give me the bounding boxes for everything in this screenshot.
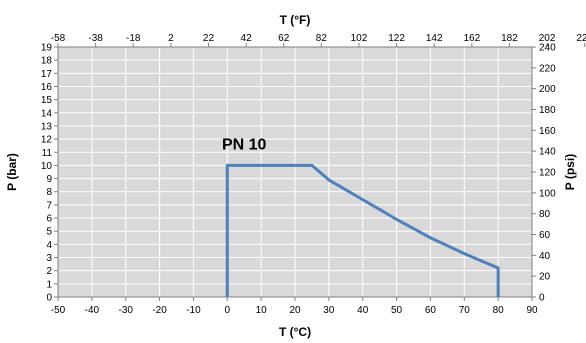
y2-tick-label: 100 bbox=[539, 188, 556, 199]
annotations: PN 10 bbox=[222, 137, 267, 154]
y-tick-label: 2 bbox=[46, 266, 52, 277]
x-tick-label: -40 bbox=[85, 305, 100, 316]
x-tick-label: 30 bbox=[323, 305, 335, 316]
x-tick-label: -10 bbox=[186, 305, 201, 316]
tick-labels: -50 -40 -30 -20 -10 0 10 20 30 40 50 60 70 80 90-58 -38… bbox=[41, 33, 586, 316]
y-tick-label: 12 bbox=[41, 135, 53, 146]
x2-tick-label: -38 bbox=[88, 33, 103, 44]
y-tick-label: 1 bbox=[46, 279, 52, 290]
x-tick-label: 50 bbox=[391, 305, 403, 316]
x2-tick-label: 62 bbox=[278, 33, 290, 44]
x2-tick-label: 222 bbox=[576, 33, 586, 44]
x-tick-label: 80 bbox=[493, 305, 505, 316]
y-tick-label: 10 bbox=[41, 161, 53, 172]
y-tick-label: 6 bbox=[46, 214, 52, 225]
y2-tick-label: 180 bbox=[539, 105, 556, 116]
y-tick-label: 13 bbox=[41, 121, 53, 132]
series-layer bbox=[225, 163, 500, 297]
x2-tick-label: 162 bbox=[463, 33, 480, 44]
x-tick-label: -20 bbox=[152, 305, 167, 316]
x-tick-label: 40 bbox=[357, 305, 369, 316]
x2-tick-label: -58 bbox=[51, 33, 66, 44]
y-axis-title: P (bar) bbox=[5, 153, 19, 191]
x-tick-label: 10 bbox=[256, 305, 268, 316]
y-tick-label: 19 bbox=[41, 43, 53, 54]
x-tick-label: 90 bbox=[526, 305, 538, 316]
y-tick-label: 8 bbox=[46, 187, 52, 198]
x2-tick-label: 2 bbox=[168, 33, 174, 44]
x2-tick-label: 22 bbox=[203, 33, 215, 44]
pn-annotation: PN 10 bbox=[222, 137, 267, 154]
axes bbox=[54, 43, 586, 301]
y-tick-label: 16 bbox=[41, 82, 53, 93]
y-tick-label: 4 bbox=[46, 240, 52, 251]
y-tick-label: 5 bbox=[46, 227, 52, 238]
x2-tick-label: 82 bbox=[316, 33, 328, 44]
y-tick-label: 18 bbox=[41, 56, 53, 67]
y2-axis-title: P (psi) bbox=[563, 154, 577, 190]
y2-tick-label: 240 bbox=[539, 43, 556, 54]
y-tick-label: 14 bbox=[41, 108, 53, 119]
y-tick-label: 15 bbox=[41, 95, 53, 106]
x-axis-title: T (°C) bbox=[279, 325, 311, 339]
y2-tick-label: 40 bbox=[539, 251, 551, 262]
y2-tick-label: 20 bbox=[539, 272, 551, 283]
x-tick-label: 60 bbox=[425, 305, 437, 316]
y-tick-label: 9 bbox=[46, 174, 52, 185]
x-tick-label: -50 bbox=[51, 305, 66, 316]
x2-tick-label: 142 bbox=[426, 33, 443, 44]
x-tick-label: 20 bbox=[289, 305, 301, 316]
x2-tick-label: 182 bbox=[501, 33, 518, 44]
x-tick-label: 0 bbox=[225, 305, 231, 316]
y-tick-label: 11 bbox=[42, 148, 53, 159]
x2-tick-label: 42 bbox=[241, 33, 253, 44]
x2-tick-label: 102 bbox=[351, 33, 368, 44]
y-tick-label: 0 bbox=[46, 293, 52, 304]
x2-tick-label: 122 bbox=[388, 33, 405, 44]
x2-tick-label: 202 bbox=[539, 33, 556, 44]
x-tick-label: 70 bbox=[459, 305, 471, 316]
y-tick-label: 3 bbox=[46, 253, 52, 264]
y2-tick-label: 160 bbox=[539, 126, 556, 137]
y2-tick-label: 200 bbox=[539, 84, 556, 95]
x2-tick-label: -18 bbox=[126, 33, 141, 44]
pressure-rating-line bbox=[225, 163, 500, 297]
y2-tick-label: 220 bbox=[539, 63, 556, 74]
y-tick-label: 17 bbox=[41, 69, 53, 80]
y2-tick-label: 60 bbox=[539, 230, 551, 241]
y2-tick-label: 0 bbox=[539, 293, 545, 304]
y-tick-label: 7 bbox=[46, 200, 52, 211]
x2-axis-title: T (°F) bbox=[280, 13, 311, 27]
y2-tick-label: 120 bbox=[539, 168, 556, 179]
y2-tick-label: 140 bbox=[539, 147, 556, 158]
y2-tick-label: 80 bbox=[539, 209, 551, 220]
x-tick-label: -30 bbox=[118, 305, 133, 316]
